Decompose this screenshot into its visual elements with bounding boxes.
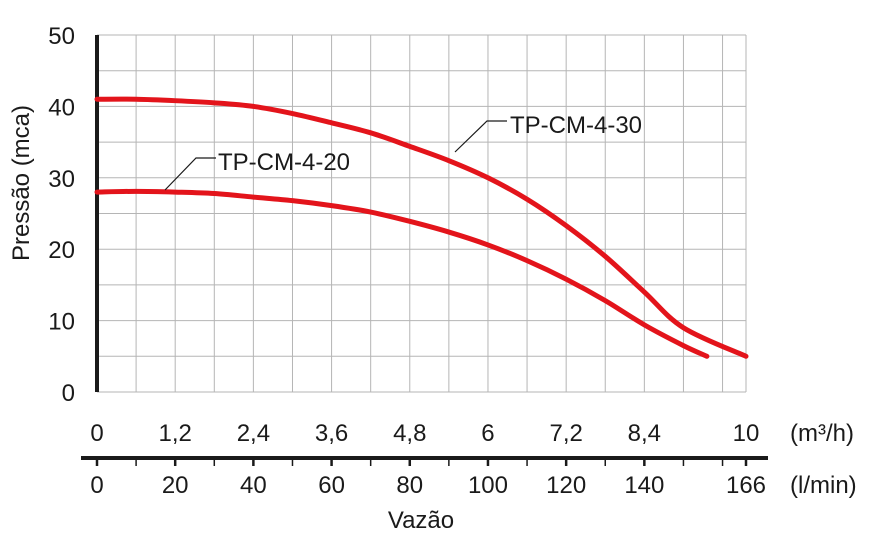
- leader-line: [454, 120, 507, 153]
- x-tick-label-m3h: 3,6: [315, 420, 348, 447]
- grid: [96, 34, 747, 393]
- x-tick-label-m3h: 0: [90, 420, 103, 447]
- x-tick-label-m3h: 7,2: [549, 420, 582, 447]
- series-line-tp-cm-4-30: [94, 96, 749, 359]
- x-tick-label-lmin: 140: [624, 472, 664, 499]
- x-tick-label-m3h: 10: [733, 420, 760, 447]
- x-tick-label-lmin: 166: [726, 472, 766, 499]
- series-label-tp-cm-4-20: TP-CM-4-20: [218, 149, 350, 176]
- y-axis: 0 10 20 30 40 50: [48, 23, 99, 407]
- x-axis-title: Vazão: [388, 507, 454, 534]
- x-tick-label-lmin: 0: [90, 472, 103, 499]
- x-tick-label-m3h: 1,2: [159, 420, 192, 447]
- y-tick-label: 0: [62, 380, 75, 407]
- series-group: [94, 96, 749, 359]
- series-line-tp-cm-4-20: [94, 188, 710, 359]
- x-tick-label-m3h: 4,8: [393, 420, 426, 447]
- x-tick-label-m3h: 2,4: [237, 420, 270, 447]
- y-axis-title: Pressão (mca): [8, 105, 35, 261]
- x-tick-label-lmin: 100: [468, 472, 508, 499]
- x-tick-label-lmin: 60: [318, 472, 345, 499]
- y-tick-label: 40: [48, 94, 75, 121]
- series-labels: TP-CM-4-30 TP-CM-4-20: [164, 112, 642, 191]
- x-tick-label-lmin: 40: [240, 472, 267, 499]
- y-tick-label: 50: [48, 23, 75, 50]
- x-axis-m3-h: 0 1,2 2,4 3,6 4,8 6 7,2 8,4 10: [90, 420, 759, 447]
- y-tick-label: 30: [48, 166, 75, 193]
- x-unit-lmin: (l/min): [790, 472, 857, 499]
- y-tick-label: 20: [48, 237, 75, 264]
- leader-line: [164, 157, 216, 191]
- x-tick-label-m3h: 6: [481, 420, 494, 447]
- x-tick-label-lmin: 20: [162, 472, 189, 499]
- x-tick-label-lmin: 80: [396, 472, 423, 499]
- x-unit-m3h: (m³/h): [790, 420, 854, 447]
- x-tick-label-m3h: 8,4: [628, 420, 661, 447]
- y-tick-label: 10: [48, 309, 75, 336]
- x-axis-l-min: 0 20 40 60 80 100 120 140 166: [81, 456, 768, 499]
- x-tick-label-lmin: 120: [546, 472, 586, 499]
- series-label-tp-cm-4-30: TP-CM-4-30: [510, 112, 642, 139]
